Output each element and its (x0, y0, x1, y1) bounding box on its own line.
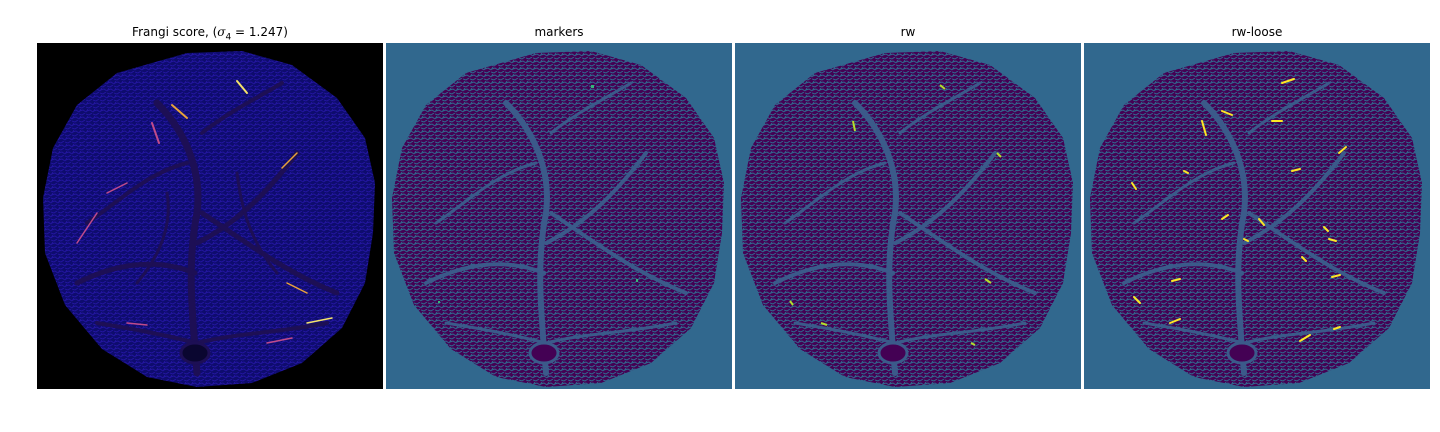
panel-title-frangi: Frangi score, (σ4 = 1.247) (37, 25, 383, 42)
title-suffix: = 1.247) (231, 25, 288, 39)
panel-rw-loose: rw-loose (1084, 0, 1430, 432)
title-prefix: Frangi score, ( (132, 25, 218, 39)
rw-loose-image (1084, 43, 1430, 389)
rw-loose-highlights (1131, 78, 1347, 342)
rw-svg (735, 43, 1081, 389)
markers-svg (386, 43, 732, 389)
frangi-vessels (74, 81, 340, 377)
frangi-image (37, 43, 383, 389)
panel-rw: rw (735, 0, 1081, 432)
rw-vessels (773, 81, 1037, 376)
title-subscript: 4 (225, 32, 232, 43)
rw-loose-vessels (1122, 81, 1386, 376)
frangi-svg (37, 43, 383, 389)
panel-markers: markers (386, 0, 732, 432)
rw-highlights (789, 84, 1002, 346)
markers-highlights (438, 85, 638, 303)
rw-loose-svg (1084, 43, 1430, 389)
panel-title-rw-loose: rw-loose (1231, 25, 1283, 39)
title-sigma: σ (217, 25, 226, 39)
panel-title-rw: rw (900, 25, 916, 39)
panel-title-markers: markers (534, 25, 584, 39)
rw-image (735, 43, 1081, 389)
markers-vessels (424, 81, 688, 376)
markers-image (386, 43, 732, 389)
frangi-highlights (76, 80, 333, 344)
panel-frangi-score: Frangi score, (σ4 = 1.247) (37, 0, 383, 432)
